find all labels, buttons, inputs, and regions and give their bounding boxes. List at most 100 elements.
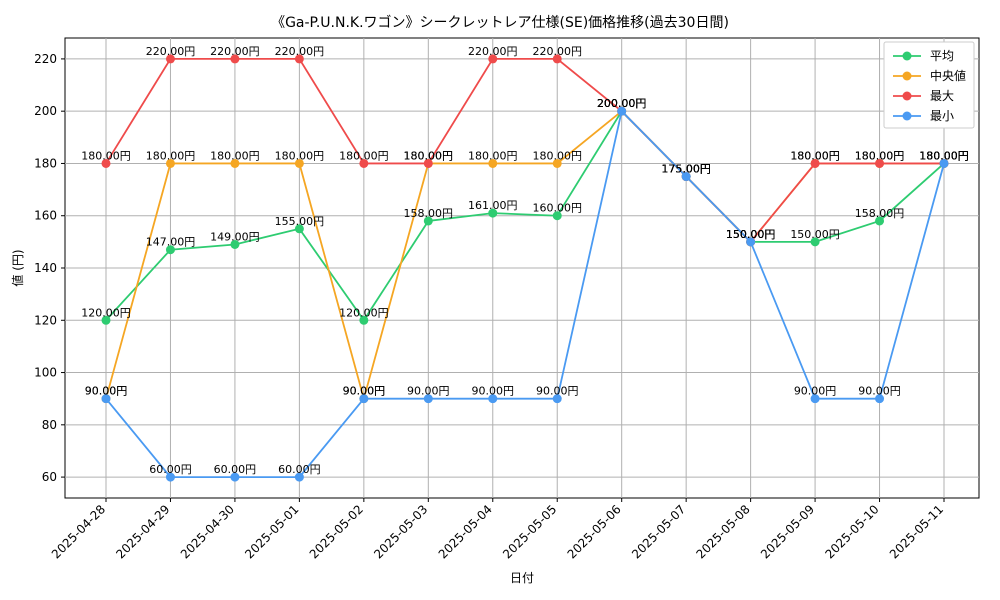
data-label: 180.00円 [855, 149, 905, 162]
series-point [552, 211, 562, 221]
legend-marker [902, 91, 912, 101]
series-point [294, 472, 304, 482]
data-label: 180.00円 [146, 149, 196, 162]
y-tick-label: 60 [42, 470, 57, 484]
series-point [875, 216, 885, 226]
series-point [165, 158, 175, 168]
series-point [101, 158, 111, 168]
data-label: 161.00円 [468, 199, 518, 212]
series-point [423, 394, 433, 404]
series-point [488, 158, 498, 168]
data-label: 180.00円 [468, 149, 518, 162]
chart-title: 《Ga-P.U.N.K.ワゴン》シークレットレア仕様(SE)価格推移(過去30日… [271, 14, 729, 31]
data-label: 180.00円 [919, 149, 969, 162]
grid-layer [65, 38, 979, 498]
data-label: 90.00円 [343, 385, 386, 398]
data-label: 180.00円 [532, 149, 582, 162]
data-label: 180.00円 [919, 149, 969, 162]
data-label: 60.00円 [214, 463, 257, 476]
series-point [294, 224, 304, 234]
series-point [810, 394, 820, 404]
series-point [423, 158, 433, 168]
data-label: 90.00円 [407, 385, 450, 398]
legend-marker [902, 111, 912, 121]
series-point [810, 237, 820, 247]
series-point [681, 172, 691, 182]
data-label: 180.00円 [339, 149, 389, 162]
series-point [423, 216, 433, 226]
series-line-2 [105, 58, 944, 244]
data-label: 155.00円 [275, 215, 325, 228]
series-point [294, 158, 304, 168]
series-point [488, 54, 498, 64]
series-point [230, 54, 240, 64]
series-point [165, 472, 175, 482]
data-label: 90.00円 [85, 385, 128, 398]
data-label: 90.00円 [85, 385, 128, 398]
y-tick-label: 200 [34, 104, 57, 118]
y-axis-label: 値 (円) [10, 249, 25, 286]
legend-marker [902, 51, 912, 61]
data-label: 60.00円 [278, 463, 321, 476]
data-label: 60.00円 [149, 463, 192, 476]
series-point [552, 394, 562, 404]
series-layer [101, 54, 949, 482]
series-point [230, 158, 240, 168]
series-point [875, 394, 885, 404]
series-line-3 [105, 109, 945, 478]
data-label: 180.00円 [275, 149, 325, 162]
data-label: 149.00円 [210, 230, 260, 243]
legend-label: 最小 [930, 109, 954, 123]
legend-label: 平均 [930, 49, 954, 63]
series-point [294, 54, 304, 64]
y-tick-label: 180 [34, 156, 57, 170]
series-point [230, 472, 240, 482]
series-line-0 [105, 109, 945, 322]
legend-label: 最大 [930, 89, 954, 103]
data-label: 180.00円 [790, 149, 840, 162]
series-point [939, 158, 949, 168]
data-label: 175.00円 [661, 163, 711, 176]
data-label: 147.00円 [146, 236, 196, 249]
data-label: 180.00円 [919, 149, 969, 162]
label-layer: 120.00円 147.00円 149.00円 155.00円 120.00円 158.0… [81, 45, 969, 476]
data-label: 220.00円 [275, 45, 325, 58]
data-label: 160.00円 [532, 202, 582, 215]
data-label: 220.00円 [146, 45, 196, 58]
data-label: 150.00円 [790, 228, 840, 241]
series-point [101, 315, 111, 325]
data-label: 200.00円 [597, 97, 647, 110]
data-label: 220.00円 [210, 45, 260, 58]
y-tick-label: 100 [34, 366, 57, 380]
y-tick-label: 140 [34, 261, 57, 275]
data-label: 120.00円 [339, 306, 389, 319]
series-point [488, 208, 498, 218]
data-label: 90.00円 [472, 385, 515, 398]
data-label: 200.00円 [597, 97, 647, 110]
data-label: 180.00円 [404, 149, 454, 162]
data-label: 175.00円 [661, 163, 711, 176]
series-point [552, 158, 562, 168]
data-label: 150.00円 [726, 228, 776, 241]
series-point [617, 106, 627, 116]
data-label: 220.00円 [468, 45, 518, 58]
data-label: 90.00円 [794, 385, 837, 398]
data-label: 220.00円 [532, 45, 582, 58]
series-point [165, 54, 175, 64]
series-point [359, 158, 369, 168]
y-tick-label: 220 [34, 52, 57, 66]
data-label: 150.00円 [726, 228, 776, 241]
series-point [552, 54, 562, 64]
data-label: 175.00円 [661, 163, 711, 176]
data-label: 90.00円 [343, 385, 386, 398]
y-tick-label: 120 [34, 313, 57, 327]
series-point [101, 394, 111, 404]
data-label: 200.00円 [597, 97, 647, 110]
legend-label: 中央値 [930, 68, 966, 83]
data-label: 180.00円 [81, 149, 131, 162]
series-point [875, 158, 885, 168]
data-label: 180.00円 [404, 149, 454, 162]
